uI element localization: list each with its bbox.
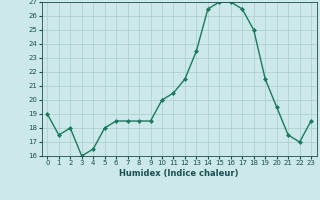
- X-axis label: Humidex (Indice chaleur): Humidex (Indice chaleur): [119, 169, 239, 178]
